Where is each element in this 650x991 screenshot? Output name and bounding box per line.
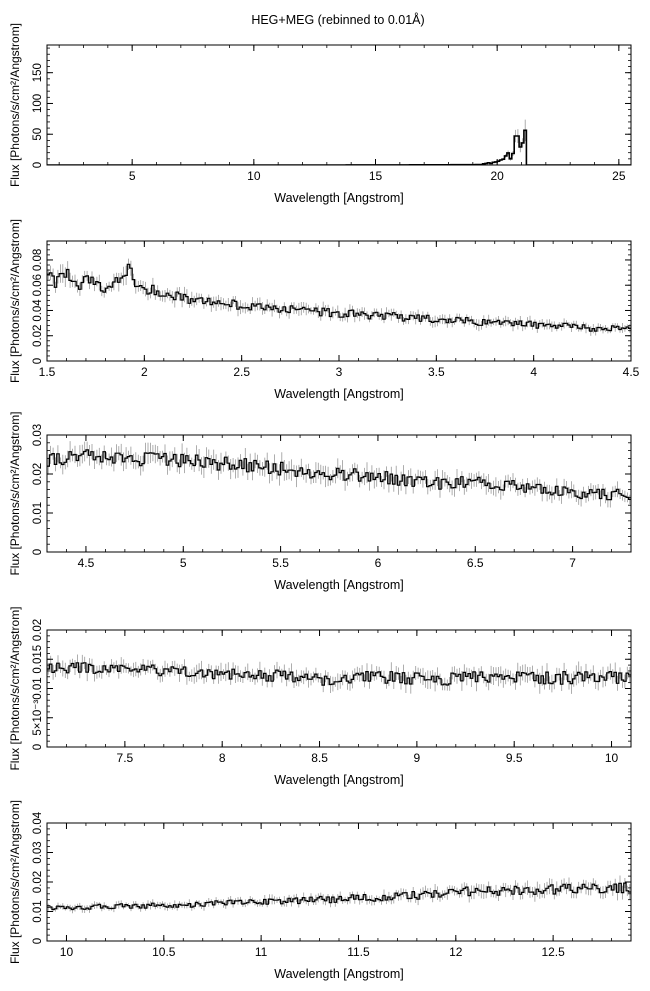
- x-tick-label: 25: [612, 169, 626, 183]
- x-axis-label: Wavelength [Angstrom]: [274, 967, 403, 981]
- spectrum-line: [47, 662, 631, 686]
- x-tick-label: 20: [490, 169, 504, 183]
- plot-frame: [46, 629, 632, 748]
- x-tick-label: 2: [141, 365, 148, 379]
- x-tick-label: 5.5: [272, 556, 289, 570]
- x-axis-label: Wavelength [Angstrom]: [274, 773, 403, 787]
- y-axis-label: Flux [Photons/s/cm²/Angstrom]: [8, 800, 22, 964]
- error-bars: [47, 654, 631, 694]
- y-tick-label: 0.02: [32, 619, 44, 641]
- y-tick-label: 0.01: [32, 677, 44, 699]
- spectrum-line: [47, 882, 631, 911]
- y-tick-label: 0.04: [32, 299, 44, 322]
- y-tick-label: 0: [32, 162, 44, 168]
- y-tick-label: 0.08: [32, 249, 44, 271]
- y-tick-label: 0.06: [32, 274, 44, 296]
- error-bars: [47, 875, 631, 914]
- y-tick-label: 0.015: [32, 645, 44, 674]
- spectrum-line: [47, 263, 631, 332]
- y-axis-label: Flux [Photons/s/cm²/Angstrom]: [8, 23, 22, 187]
- y-tick-label: 0: [32, 358, 44, 364]
- x-axis-label: Wavelength [Angstrom]: [274, 578, 403, 592]
- x-tick-label: 10: [247, 169, 261, 183]
- y-tick-label: 150: [32, 63, 44, 82]
- y-tick-label: 5×10⁻³: [32, 700, 44, 736]
- x-tick-label: 4: [530, 365, 537, 379]
- x-tick-label: 6: [375, 556, 382, 570]
- spectrum-line: [47, 129, 631, 165]
- x-tick-label: 12.5: [541, 945, 565, 959]
- spectrum-panel-3: 4.5 5 5.5 6 6.5 7 0 0.01 0.02 0.03 Wavelength [Ang…: [8, 411, 632, 592]
- y-tick-label: 0.04: [32, 811, 44, 834]
- y-tick-label: 0.01: [32, 502, 44, 524]
- x-tick-label: 10.5: [152, 945, 176, 959]
- x-tick-label: 5: [129, 169, 136, 183]
- y-axis-label: Flux [Photons/s/cm²/Angstrom]: [8, 219, 22, 383]
- x-tick-label: 12: [449, 945, 463, 959]
- plot-frame: [46, 822, 632, 942]
- y-tick-label: 0.02: [32, 325, 44, 347]
- x-tick-label: 6.5: [467, 556, 484, 570]
- x-tick-label: 7: [569, 556, 576, 570]
- x-tick-label: 11.5: [347, 945, 370, 959]
- y-tick-label: 50: [32, 128, 44, 141]
- y-axis-label: Flux [Photons/s/cm²/Angstrom]: [8, 411, 22, 575]
- x-tick-label: 5: [180, 556, 187, 570]
- x-tick-label: 11: [255, 945, 268, 959]
- plot-frame: [46, 44, 632, 166]
- x-tick-label: 2.5: [233, 365, 250, 379]
- x-tick-label: 3: [336, 365, 343, 379]
- x-axis-label: Wavelength [Angstrom]: [274, 191, 403, 205]
- x-axis-label: Wavelength [Angstrom]: [274, 387, 403, 401]
- x-tick-label: 15: [369, 169, 383, 183]
- plot-frame: [46, 240, 632, 362]
- x-tick-label: 8: [219, 751, 226, 765]
- spectrum-line: [47, 449, 631, 501]
- y-tick-label: 100: [32, 94, 44, 113]
- y-tick-label: 0: [32, 549, 44, 555]
- y-tick-label: 0: [32, 744, 44, 750]
- x-tick-label: 1.5: [39, 365, 56, 379]
- y-tick-label: 0.02: [32, 463, 44, 485]
- spectrum-panel-2: 1.5 2 2.5 3 3.5 4 4.5 0 0.02 0.04 0.06 0.08 Waveleng…: [8, 219, 640, 401]
- error-bars: [47, 441, 631, 508]
- y-tick-label: 0: [32, 938, 44, 944]
- spectrum-panel-1: 5 10 15 20 25 0 50 100 150 Wavelength [Angstrom] F…: [8, 23, 632, 205]
- x-tick-label: 7.5: [117, 751, 134, 765]
- error-bars: [473, 119, 526, 165]
- y-tick-label: 0.03: [32, 424, 44, 446]
- x-tick-label: 3.5: [428, 365, 445, 379]
- x-tick-label: 10: [60, 945, 74, 959]
- spectrum-panel-5: 10 10.5 11 11.5 12 12.5 0 0.01 0.02 0.03 0.04 Wavel…: [8, 800, 632, 981]
- error-bars: [47, 258, 631, 336]
- y-tick-label: 0.03: [32, 841, 44, 863]
- y-tick-label: 0.01: [32, 900, 44, 922]
- x-tick-label: 4.5: [78, 556, 95, 570]
- x-tick-label: 10: [605, 751, 619, 765]
- y-tick-label: 0.02: [32, 871, 44, 893]
- figure-title: HEG+MEG (rebinned to 0.01Å): [251, 12, 424, 27]
- x-tick-label: 4.5: [623, 365, 640, 379]
- x-tick-label: 8.5: [311, 751, 328, 765]
- y-axis-label: Flux [Photons/s/cm²/Angstrom]: [8, 606, 22, 770]
- x-tick-label: 9: [414, 751, 421, 765]
- spectrum-panel-4: 7.5 8 8.5 9 9.5 10 0 5×10⁻³0.01 0.015 0.02 Wavelen…: [8, 606, 632, 787]
- x-tick-label: 9.5: [506, 751, 523, 765]
